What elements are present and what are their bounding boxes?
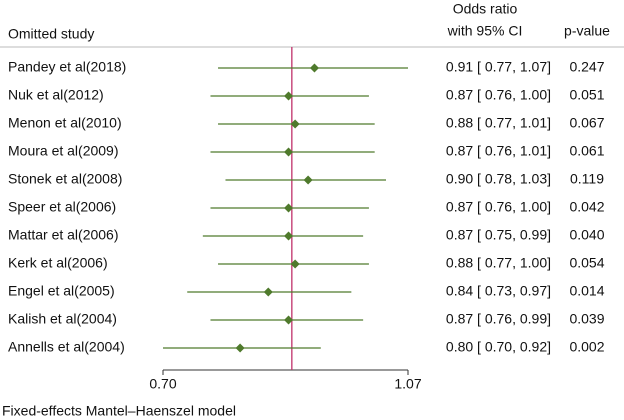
ci-label: 0.87 [ 0.76, 1.01] xyxy=(446,143,551,159)
p-value: 0.042 xyxy=(569,199,604,215)
p-value: 0.040 xyxy=(569,227,604,243)
x-tick-label: 0.70 xyxy=(149,376,176,392)
estimate-marker xyxy=(284,147,294,157)
p-value: 0.051 xyxy=(569,87,604,103)
study-label: Kerk et al(2006) xyxy=(8,255,108,271)
estimate-marker xyxy=(284,231,294,241)
study-label: Speer et al(2006) xyxy=(8,199,116,215)
ci-label: 0.90 [ 0.78, 1.03] xyxy=(446,171,551,187)
estimate-marker xyxy=(284,315,294,325)
estimate-marker xyxy=(284,91,294,101)
p-value: 0.247 xyxy=(569,59,604,75)
study-label: Menon et al(2010) xyxy=(8,115,122,131)
ci-label: 0.84 [ 0.73, 0.97] xyxy=(446,283,551,299)
p-value: 0.054 xyxy=(569,255,604,271)
study-label: Mattar et al(2006) xyxy=(8,227,119,243)
x-tick-label: 1.07 xyxy=(394,376,421,392)
study-header: Omitted study xyxy=(8,26,94,42)
p-value: 0.014 xyxy=(569,283,604,299)
p-header: p-value xyxy=(564,23,610,39)
estimate-marker xyxy=(290,259,300,269)
study-label: Engel et al(2005) xyxy=(8,283,115,299)
estimate-marker xyxy=(235,343,245,353)
estimate-marker xyxy=(309,63,319,73)
estimate-marker xyxy=(303,175,313,185)
or-header: with 95% CI xyxy=(447,23,523,39)
p-value: 0.067 xyxy=(569,115,604,131)
estimate-marker xyxy=(263,287,273,297)
study-label: Moura et al(2009) xyxy=(8,143,119,159)
ci-label: 0.87 [ 0.76, 1.00] xyxy=(446,199,551,215)
estimate-marker xyxy=(290,119,300,129)
estimate-marker xyxy=(284,203,294,213)
p-value: 0.061 xyxy=(569,143,604,159)
ci-label: 0.91 [ 0.77, 1.07] xyxy=(446,59,551,75)
or-header: Odds ratio xyxy=(453,1,518,17)
ci-label: 0.88 [ 0.77, 1.00] xyxy=(446,255,551,271)
ci-label: 0.87 [ 0.75, 0.99] xyxy=(446,227,551,243)
ci-label: 0.87 [ 0.76, 0.99] xyxy=(446,311,551,327)
study-label: Pandey et al(2018) xyxy=(8,59,126,75)
p-value: 0.119 xyxy=(570,171,604,187)
study-label: Nuk et al(2012) xyxy=(8,87,104,103)
ci-label: 0.80 [ 0.70, 0.92] xyxy=(446,339,551,355)
p-value: 0.039 xyxy=(569,311,604,327)
ci-label: 0.87 [ 0.76, 1.00] xyxy=(446,87,551,103)
study-label: Annells et al(2004) xyxy=(8,339,125,355)
p-value: 0.002 xyxy=(569,339,604,355)
ci-label: 0.88 [ 0.77, 1.01] xyxy=(446,115,551,131)
study-label: Stonek et al(2008) xyxy=(8,171,122,187)
footnote: Fixed-effects Mantel–Haenszel model xyxy=(2,403,236,419)
study-label: Kalish et al(2004) xyxy=(8,311,117,327)
